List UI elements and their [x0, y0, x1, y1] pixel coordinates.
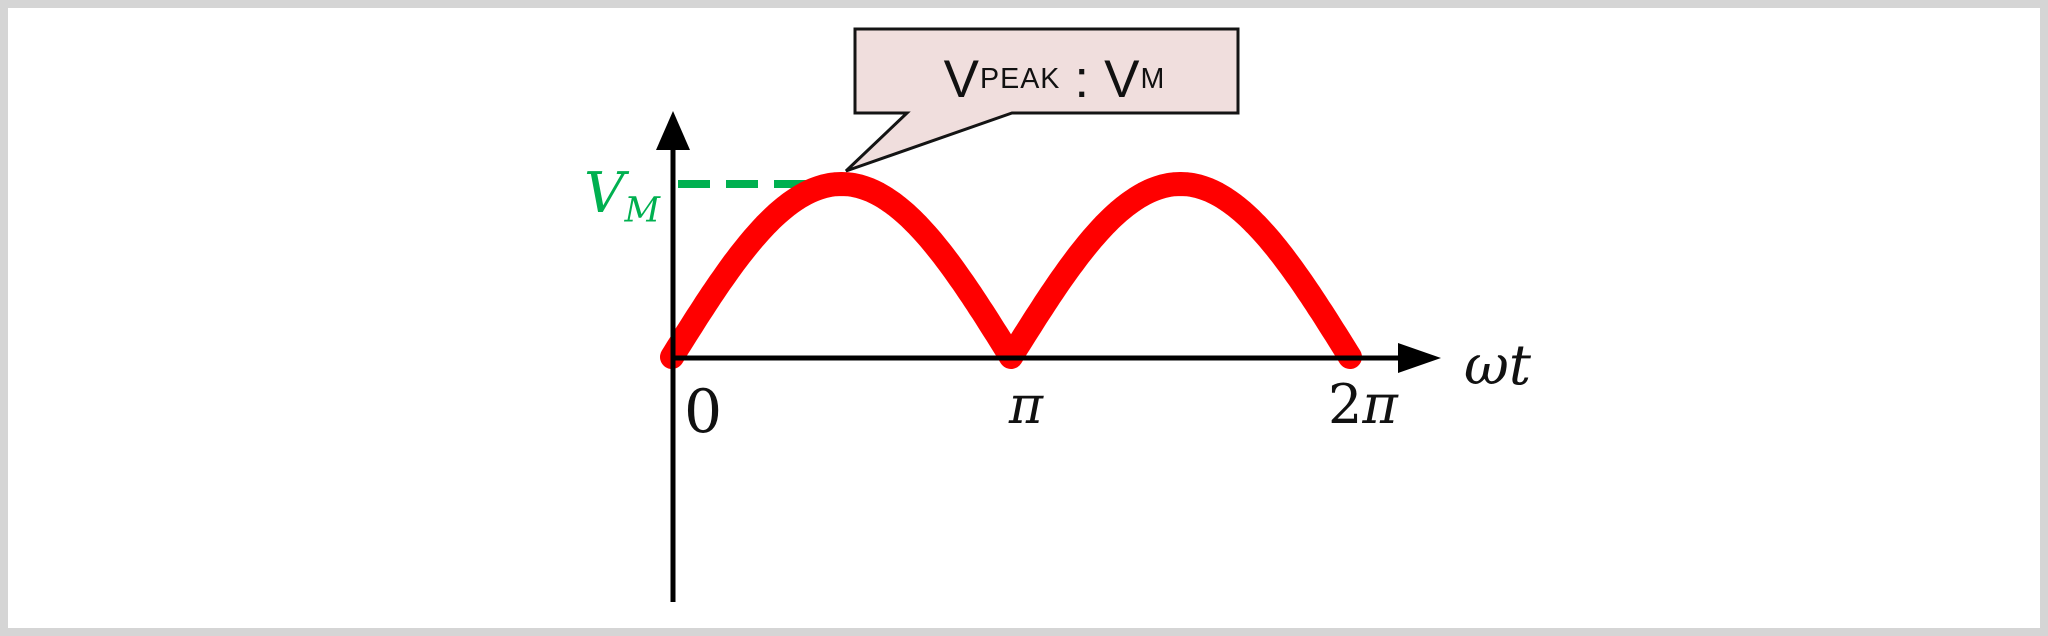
tick-label-zero: 0 — [684, 382, 722, 442]
callout-v1: V — [943, 49, 981, 109]
waveform-plot — [656, 27, 1441, 602]
peak-value-subscript: M — [624, 190, 661, 231]
callout-v2: V — [1104, 49, 1141, 109]
tick-two-pi-symbol: π — [1362, 373, 1398, 436]
tick-pi-text: π — [1008, 376, 1044, 436]
tick-label-two-pi: 2π — [1328, 378, 1398, 432]
x-axis-title: ωt — [1464, 338, 1531, 393]
x-axis — [671, 343, 1441, 373]
x-axis-title-text: ωt — [1464, 333, 1531, 397]
peak-value-label: VM — [584, 166, 661, 231]
callout-bubble — [844, 27, 1240, 173]
peak-value-base: V — [584, 161, 625, 226]
tick-label-pi: π — [1004, 380, 1048, 432]
callout-label: V PEAK: V M — [863, 37, 1246, 121]
callout-sub2: M — [1140, 62, 1166, 95]
tick-zero-text: 0 — [684, 377, 723, 447]
tick-two-pi-coeff: 2 — [1328, 373, 1363, 436]
callout-sub1: PEAK — [980, 62, 1061, 95]
rectified-sine-curve — [660, 172, 1362, 369]
callout-separator: : — [1074, 49, 1091, 109]
y-axis — [656, 111, 690, 602]
y-axis-arrowhead-icon — [656, 111, 690, 150]
x-axis-arrowhead-icon — [1398, 343, 1441, 373]
